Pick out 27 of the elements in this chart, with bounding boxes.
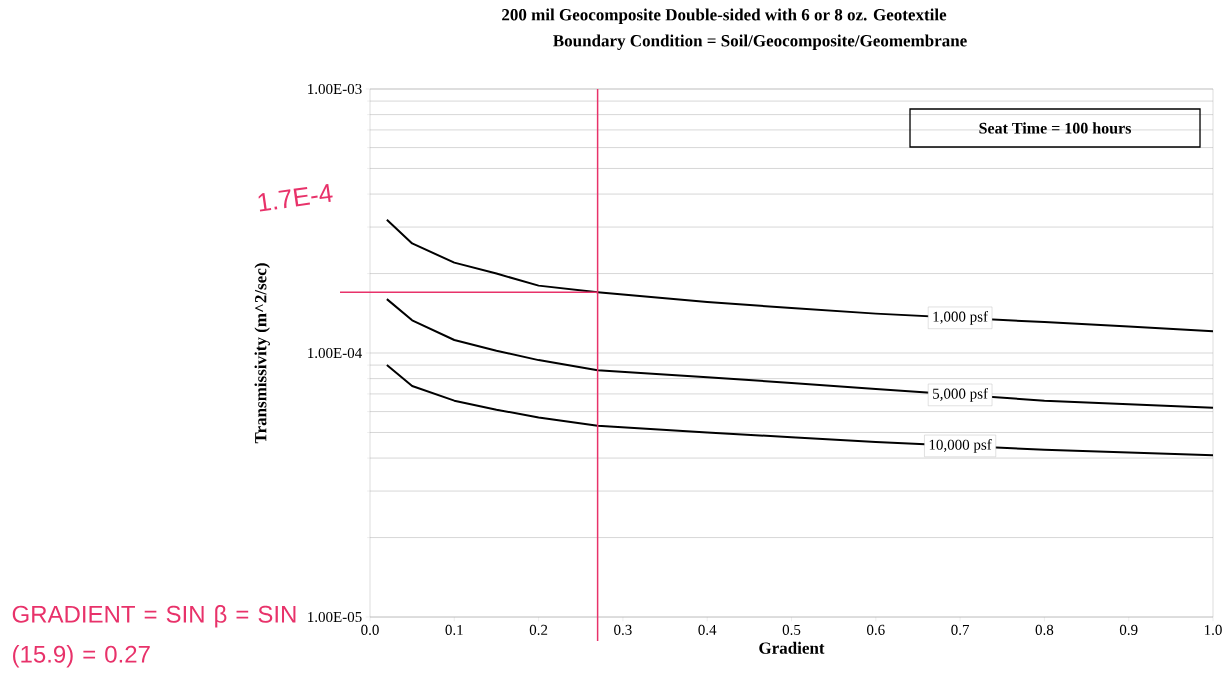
x-tick-label: 0.2 [529, 624, 548, 636]
series-label: 5,000 psf [933, 388, 988, 402]
y-tick-label: 1.00E-04 [308, 347, 362, 359]
series-label: 1,000 psf [933, 310, 988, 325]
line-series [385, 218, 1215, 333]
text: GRADIENT = SIN β = SIN (15.9) = 0.27 [12, 605, 296, 668]
x-tick-label: 0.9 [1119, 624, 1138, 636]
line-series [385, 298, 1215, 409]
x-tick-label: 0.0 [361, 624, 379, 636]
x-tick-label: 0.1 [445, 624, 463, 636]
x-tick-label: 0.3 [614, 624, 632, 636]
y-axis-title: Transmissivity (m^2/sec) [254, 263, 270, 444]
x-tick-label: 0.4 [698, 624, 717, 636]
y-tick-label: 1.00E-03 [308, 83, 362, 95]
y-tick-label: 1.00E-05 [308, 611, 362, 623]
x-tick-label: 0.7 [951, 624, 970, 636]
x-tick-label: 1.0 [1204, 624, 1222, 636]
ref-line-label: 1.7E-4 [258, 183, 333, 212]
chart-subtitle: Boundary Condition = Soil/Geocomposite/Geomembrane [553, 34, 967, 50]
x-tick-label: 0.5 [782, 624, 801, 636]
line-series [385, 364, 1215, 457]
chart-title: 200 mil Geocomposite Double-sided with 6 or 8 oz. Geotextile [502, 8, 947, 24]
x-tick-label: 0.8 [1035, 624, 1054, 636]
x-tick-label: 0.6 [867, 624, 885, 636]
annotation: Seat Time = 100 hours [979, 122, 1132, 134]
x-axis-title: Gradient [759, 641, 825, 654]
series-label: 10,000 psf [929, 439, 992, 453]
